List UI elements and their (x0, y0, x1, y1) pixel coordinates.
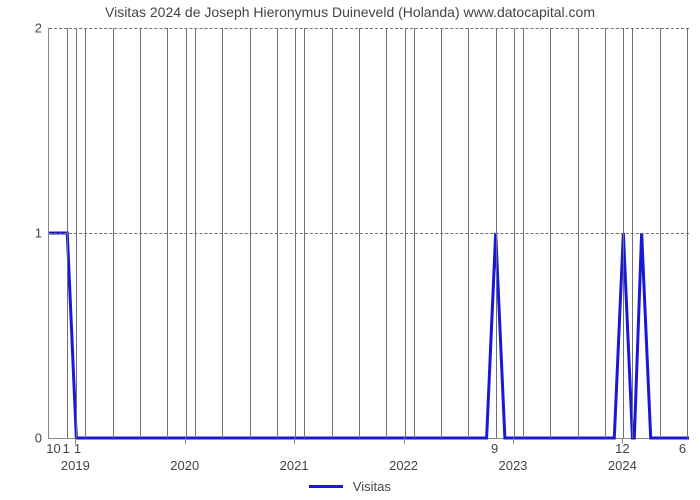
legend: Visitas (0, 478, 700, 494)
gridline-vertical (277, 28, 278, 438)
gridline-vertical (295, 28, 296, 438)
x-tick-mark (294, 438, 295, 444)
peak-label: 6 (679, 441, 686, 456)
gridline-vertical (186, 28, 187, 438)
gridline-vertical (523, 28, 524, 438)
x-tick-label: 2022 (389, 458, 418, 473)
y-tick-label: 0 (12, 431, 42, 446)
series-line (49, 233, 689, 438)
gridline-vertical (468, 28, 469, 438)
gridline-vertical (140, 28, 141, 438)
chart-container: { "chart": { "type": "line", "title": "V… (0, 0, 700, 500)
x-tick-label: 2023 (498, 458, 527, 473)
gridline-vertical (514, 28, 515, 438)
legend-swatch (309, 485, 343, 488)
x-tick-label: 2024 (608, 458, 637, 473)
x-tick-label: 2020 (170, 458, 199, 473)
gridline-vertical (222, 28, 223, 438)
gridline-vertical (195, 28, 196, 438)
gridline-vertical (441, 28, 442, 438)
gridline-vertical (76, 28, 77, 438)
x-tick-mark (185, 438, 186, 444)
gridline-horizontal (49, 28, 689, 29)
gridline-vertical (632, 28, 633, 438)
gridline-vertical (660, 28, 661, 438)
x-tick-label: 2019 (61, 458, 90, 473)
gridline-vertical (85, 28, 86, 438)
gridline-vertical (578, 28, 579, 438)
gridline-vertical (332, 28, 333, 438)
gridline-vertical (550, 28, 551, 438)
peak-label: 1 (74, 441, 81, 456)
gridline-vertical (414, 28, 415, 438)
gridline-vertical (405, 28, 406, 438)
gridline-vertical (250, 28, 251, 438)
peak-label: 12 (615, 441, 629, 456)
plot-area (48, 28, 689, 439)
gridline-vertical (496, 28, 497, 438)
gridline-vertical (386, 28, 387, 438)
chart-title: Visitas 2024 de Joseph Hieronymus Duinev… (0, 4, 700, 20)
peak-label: 1 (63, 441, 70, 456)
gridline-vertical (113, 28, 114, 438)
gridline-vertical (623, 28, 624, 438)
gridline-vertical (605, 28, 606, 438)
peak-label: 10 (46, 441, 60, 456)
peak-label: 9 (491, 441, 498, 456)
x-tick-mark (513, 438, 514, 444)
gridline-vertical (359, 28, 360, 438)
y-tick-label: 2 (12, 21, 42, 36)
gridline-vertical (167, 28, 168, 438)
gridline-vertical (687, 28, 688, 438)
gridline-vertical (304, 28, 305, 438)
y-tick-label: 1 (12, 226, 42, 241)
x-tick-mark (404, 438, 405, 444)
gridline-vertical (67, 28, 68, 438)
gridline-horizontal (49, 233, 689, 234)
legend-label: Visitas (353, 479, 391, 494)
x-tick-label: 2021 (280, 458, 309, 473)
